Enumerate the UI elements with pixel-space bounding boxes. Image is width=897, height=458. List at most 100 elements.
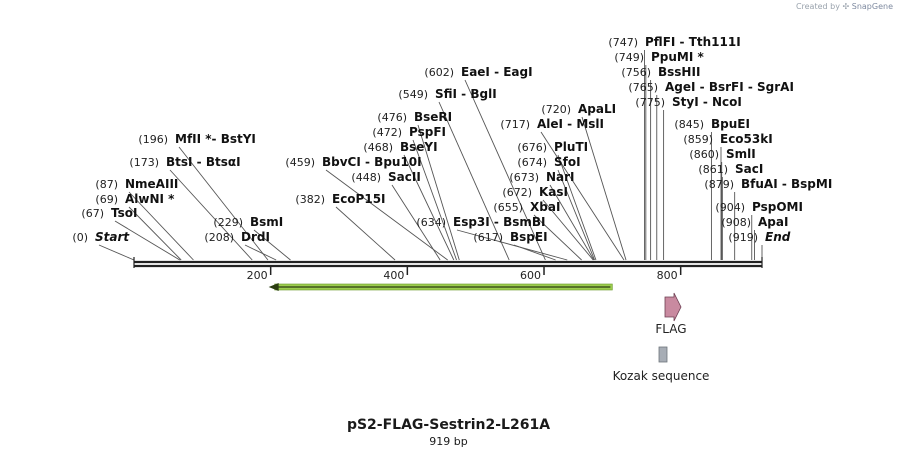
site-label: EaeI - EagI [461,65,533,79]
flag-feature-arrow [664,292,682,322]
credit-prefix: Created by [795,2,840,11]
site-position: (919) [728,231,758,244]
site-labels: (0) Start (67) TsoI(69) AlwNI * (87) NmeAIII (1… [72,35,832,244]
site-label: DrdI [241,230,270,244]
site-position: (655) [493,201,523,214]
site-position: (845) [674,118,704,131]
site-label: ApaLI [578,102,616,116]
site-position: (69) [95,193,118,206]
kozak-feature-label: Kozak sequence [613,369,710,383]
site-leader-line [128,206,182,261]
site-leaders [98,50,763,261]
site-label: BpuEI [711,117,750,131]
site-leader-line [549,184,595,261]
site-leader-line [244,244,277,261]
site-position: (674) [517,156,547,169]
site-leader-line [128,191,194,261]
site-leader-line [325,169,448,261]
site-label: SfiI - BglI [435,87,497,101]
site-leader-line [581,116,627,261]
site-label: AleI - MslI [537,117,604,131]
site-leader-line [533,214,582,261]
flag-feature-label: FLAG [655,322,686,336]
site-label: NarI [546,170,575,184]
site-leader-line [412,139,457,261]
site-position: (229) [213,216,243,229]
site-leader-line [253,229,291,261]
site-position: (67) [81,207,104,220]
axis-tick-label: 800 [657,269,678,282]
site-label: PflFI - Tth111I [645,35,741,49]
site-leader-line [464,79,546,261]
site-position: (749) [614,51,644,64]
site-leader-line [438,101,510,261]
site-position: (459) [285,156,315,169]
site-label: KasI [539,185,568,199]
site-label: StyI - NcoI [672,95,742,109]
axis-tick-label: 200 [247,269,268,282]
site-position: (672) [502,186,532,199]
axis-tick-label: 400 [383,269,404,282]
site-leader-line [540,131,625,261]
site-position: (765) [628,81,658,94]
site-label: BtsI - BtsαI [166,155,241,169]
credit-brand: SnapGene [851,2,893,11]
site-position: (476) [377,111,407,124]
site-position: (468) [363,141,393,154]
site-leader-line [178,146,269,261]
site-position: (747) [608,36,638,49]
site-label: Eco53kI [720,132,773,146]
plasmid-name: pS2-FLAG-Sestrin2-L261A [346,417,551,433]
site-label: Start [95,230,130,244]
site-leader-line [403,154,455,261]
site-label: BseYI [400,140,438,154]
site-position: (208) [204,231,234,244]
site-label: PpuMI * [651,50,705,64]
site-leader-line [557,169,595,261]
site-position: (673) [509,171,539,184]
site-position: (676) [517,141,547,154]
site-position: (860) [689,148,719,161]
site-position: (908) [721,216,751,229]
site-label: Esp3I - BsmBI [453,215,545,229]
site-position: (879) [704,178,734,191]
site-label: PspFI [409,125,446,139]
site-position: (861) [698,163,728,176]
backbone [133,257,763,268]
site-label: BbvCI - Bpu10I [322,155,422,169]
features: FLAG Kozak sequence [268,283,710,383]
site-label: SacI [735,162,763,176]
site-position: (775) [635,96,665,109]
site-label: End [765,230,791,244]
site-label: NmeAIII [125,177,178,191]
site-label: SmlI [726,147,756,161]
site-position: (859) [683,133,713,146]
kozak-feature-box [658,346,668,363]
site-position: (196) [138,133,168,146]
site-label: AlwNI * [125,192,175,206]
site-label: BssHII [658,65,700,79]
site-leader-line [557,154,597,261]
site-position: (756) [621,66,651,79]
site-leader-line [169,169,253,261]
site-position: (602) [424,66,454,79]
site-label: BfuAI - BspMI [741,177,832,191]
axis-ticks: 200 400 600 800 [247,267,682,282]
site-label: EcoP15I [332,192,386,206]
site-position: (472) [372,126,402,139]
site-position: (904) [715,201,745,214]
orf-arrow-head [268,283,279,291]
site-label: ApaI [758,215,788,229]
site-position: (634) [416,216,446,229]
axis-tick-label: 600 [520,269,541,282]
site-leader-line [114,220,181,261]
site-leader-line [391,184,441,261]
site-leader-line [542,199,594,261]
site-position: (448) [351,171,381,184]
site-position: (549) [398,88,428,101]
site-label: BsmI [250,215,283,229]
plasmid-length: 919 bp [429,435,468,448]
site-label: SfoI [554,155,581,169]
site-label: PluTI [554,140,588,154]
